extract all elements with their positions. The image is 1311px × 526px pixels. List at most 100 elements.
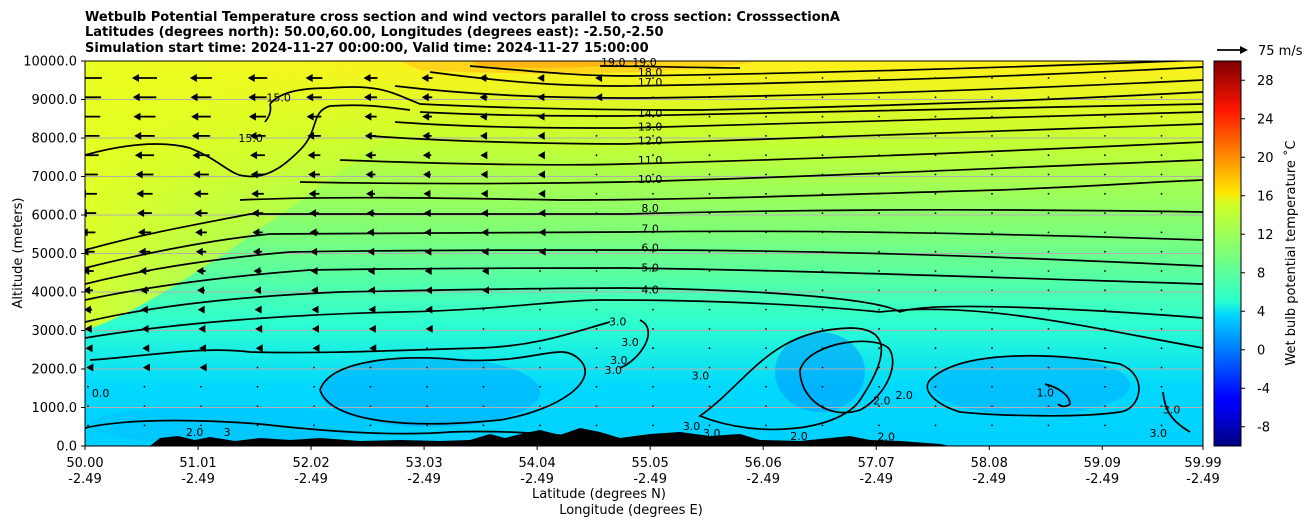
wind-vector-dot — [595, 270, 598, 272]
wind-vector-dot — [821, 212, 824, 215]
wind-vector-dot — [708, 173, 711, 176]
wind-vector-dot — [1104, 308, 1106, 311]
contour-label: 2.0 — [186, 426, 204, 439]
colorbar-tick-label: 12 — [1257, 228, 1274, 243]
wind-vector-head — [537, 74, 545, 82]
contour-label: 17.0 — [638, 76, 663, 89]
x-tick-label-lat: 51.01 — [179, 456, 216, 471]
wind-vector-dot — [595, 289, 598, 292]
colorbar-ticks: -8 -4 0 4 8 12 16 20 24 28 — [1241, 74, 1274, 435]
contour-14 — [419, 103, 1203, 117]
wind-vector-head — [367, 247, 375, 256]
wind-vector-dot — [1047, 250, 1050, 253]
wind-vector-head — [191, 131, 199, 140]
x-tick-label-lon: -2.49 — [1186, 472, 1220, 487]
wind-vector-dot — [313, 424, 315, 427]
wind-vector-dot — [934, 347, 937, 350]
wind-vector-dot — [765, 289, 767, 292]
wind-vector-dot — [1104, 77, 1106, 79]
wind-vector-dot — [1047, 115, 1050, 118]
wind-vector-head — [481, 209, 489, 218]
wind-vector-dot — [1160, 154, 1163, 157]
x-tick-label-lat: 50.00 — [66, 456, 103, 471]
wind-vector-head — [254, 305, 262, 314]
wind-vector-dot — [482, 385, 485, 388]
wind-vector-dot — [821, 231, 824, 234]
colorbar-tick-label: -8 — [1257, 420, 1270, 435]
wind-vector-dot — [821, 405, 824, 407]
wind-vector-head — [192, 151, 200, 160]
wind-vector-head — [191, 112, 199, 121]
wind-vector-dot — [256, 424, 259, 427]
x-tick-label-lat: 58.08 — [971, 456, 1008, 471]
contour-16 — [394, 79, 1203, 99]
y-axis-label: Altitude (meters) — [11, 198, 26, 309]
wind-vector-dot — [539, 308, 541, 311]
contour-3-loop2 — [698, 327, 883, 431]
wind-vector-dot — [765, 154, 767, 157]
wind-vector-head — [85, 305, 91, 314]
wind-vector-dot — [1104, 192, 1106, 195]
wind-vector-dot — [595, 231, 598, 234]
wind-vector-dot — [991, 135, 993, 137]
wind-vector-dot — [878, 231, 880, 234]
wind-vector-dot — [539, 366, 541, 369]
wind-vector-dot — [765, 250, 767, 253]
wind-vector-head — [538, 189, 546, 198]
wind-vector-dot — [1160, 96, 1163, 99]
wind-vector-dot — [708, 385, 711, 388]
x-tick-label-lon: -2.49 — [68, 472, 102, 487]
wind-vector-dot — [482, 308, 485, 311]
wind-vector-dot — [1160, 192, 1163, 195]
wind-vector-dot — [934, 424, 937, 427]
wind-vector-head — [253, 267, 261, 275]
wind-vector-dot — [765, 366, 767, 369]
contour-18 — [469, 61, 1200, 77]
wind-vector-dot — [652, 115, 654, 118]
wind-vector-head — [312, 344, 320, 353]
wind-vector-dot — [1047, 77, 1050, 79]
wind-vector-dot — [991, 77, 993, 79]
contour-4b — [85, 299, 1203, 349]
wind-vector-dot — [991, 173, 993, 176]
wind-vector-head — [198, 344, 206, 353]
wind-vector-dot — [369, 385, 372, 388]
x-tick-label-lat: 55.05 — [632, 456, 669, 471]
wind-vector-dot — [200, 424, 202, 427]
wind-vector-dot — [991, 250, 993, 253]
wind-vector-dot — [426, 405, 428, 407]
contour-label: 3.0 — [621, 336, 639, 349]
contour-label: 18.0 — [638, 66, 663, 79]
wind-vector-dot — [708, 115, 711, 118]
wind-vector-dot — [1160, 385, 1163, 388]
wind-vector-head — [425, 286, 433, 295]
wind-vector-dot — [765, 424, 767, 427]
wind-vector-head — [139, 267, 147, 275]
wind-vector-head — [134, 131, 142, 140]
contour-4 — [85, 287, 1203, 323]
wind-vector-dot — [765, 328, 767, 330]
contour-label: 12.0 — [638, 135, 663, 148]
wind-vector-head — [423, 189, 431, 198]
y-tick-label: 9000.0 — [32, 93, 78, 108]
wind-vector-dot — [1160, 424, 1163, 427]
wind-vector-dot — [878, 154, 880, 157]
wind-vector-head — [368, 324, 376, 333]
wind-vector-dot — [1160, 366, 1163, 369]
wind-vector-dot — [878, 270, 880, 272]
contour-label: 2.0 — [878, 430, 896, 443]
wind-vector-dot — [765, 347, 767, 350]
wind-vector-head — [136, 189, 144, 198]
colorbar-tick-label: 4 — [1257, 305, 1265, 320]
wind-vector-dot — [934, 405, 937, 407]
contour-label: 5.0 — [641, 262, 659, 275]
wind-vector-dot — [652, 231, 654, 234]
wind-vector-head — [77, 151, 84, 159]
contour-label: 19.0 — [632, 56, 657, 69]
y-tick-label: 1000.0 — [32, 401, 78, 416]
wind-vector-dot — [652, 308, 654, 311]
wind-vector-dot — [934, 231, 937, 234]
colorbar-label: Wet bulb potential temperature ˚C — [1283, 140, 1299, 365]
chart-title-line-3: Simulation start time: 2024-11-27 00:00:… — [85, 41, 649, 56]
wind-vector-dot — [652, 96, 654, 99]
